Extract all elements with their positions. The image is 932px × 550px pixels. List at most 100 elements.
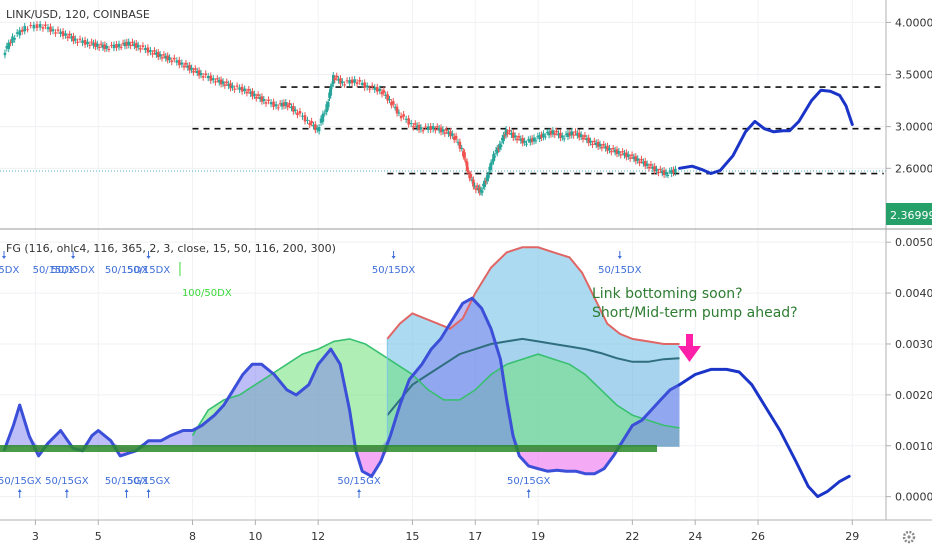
- candle-body: [527, 139, 530, 141]
- candle-body: [35, 24, 39, 29]
- candle-body: [600, 146, 604, 149]
- candle-body: [343, 84, 346, 86]
- candle-body: [404, 118, 408, 120]
- candle-body: [634, 156, 638, 162]
- candle-body: [221, 81, 225, 84]
- candle-body: [642, 161, 645, 164]
- candle-body: [585, 138, 589, 141]
- candle-body: [192, 70, 195, 73]
- candle-body: [229, 83, 232, 89]
- candle-body: [670, 170, 673, 174]
- signal-label-top: 50/15DX: [598, 265, 642, 276]
- candle-body: [454, 135, 458, 140]
- candle-body: [214, 81, 217, 83]
- candle-body: [298, 111, 302, 114]
- candle-body: [197, 70, 201, 76]
- candle-body: [88, 44, 92, 46]
- candle-body: [492, 154, 495, 162]
- candle-body: [51, 29, 55, 32]
- candle-body: [59, 31, 62, 34]
- candle-body: [41, 27, 45, 29]
- indicator-pane: /15DX50/15DX50/15DX50/15DX50/15DX50/15DX…: [0, 242, 851, 499]
- candle-body: [566, 132, 570, 137]
- candle-body: [284, 102, 288, 106]
- candle-body: [133, 43, 136, 47]
- time-axis[interactable]: 3 5 8 10 12 15 17 19 22 24 26 29: [0, 519, 932, 543]
- candle-body: [38, 23, 42, 28]
- candle-body: [326, 102, 330, 108]
- candle-body: [325, 104, 328, 113]
- candle-body: [407, 118, 410, 125]
- candle-body: [562, 138, 566, 140]
- candle-body: [112, 44, 116, 49]
- candle-body: [262, 99, 266, 102]
- candle-body: [54, 32, 57, 34]
- candle-body: [561, 135, 564, 138]
- candle-body: [121, 42, 125, 44]
- candle-body: [310, 121, 313, 124]
- candle-body: [375, 86, 379, 92]
- candle-body: [602, 144, 606, 146]
- candle-body: [240, 86, 244, 92]
- time-axis-label: 8: [189, 530, 196, 543]
- candle-body: [435, 126, 439, 128]
- candle-body: [540, 134, 543, 138]
- signal-label-top: 50/15DX: [105, 265, 149, 276]
- candle-body: [129, 44, 132, 46]
- candle-body: [190, 67, 193, 70]
- candle-body: [390, 102, 393, 106]
- candle-body: [256, 94, 260, 96]
- candle-body: [434, 129, 437, 131]
- candle-body: [510, 132, 513, 135]
- candle-body: [553, 133, 557, 135]
- candle-body: [613, 149, 617, 153]
- candle-body: [391, 101, 395, 105]
- candle-body: [659, 168, 662, 171]
- candle-body: [489, 162, 493, 170]
- candle-body: [90, 41, 93, 43]
- signal-label-bottom: 50/15GX: [45, 476, 89, 487]
- candle-body: [74, 38, 77, 41]
- candle-body: [604, 146, 607, 149]
- candle-body: [164, 56, 168, 59]
- candle-body: [581, 137, 585, 140]
- indicator-title: FG (116, ohlc4, 116, 365, 2, 3, close, 1…: [6, 242, 336, 255]
- candle-body: [657, 171, 660, 174]
- candle-body: [591, 143, 594, 145]
- candle-body: [638, 161, 641, 164]
- candle-body: [264, 102, 268, 104]
- candle-body: [9, 42, 12, 44]
- candle-body: [625, 152, 628, 158]
- candle-body: [593, 140, 596, 142]
- signal-label-top: 50/15DX: [127, 265, 171, 276]
- indicator-axis-label: 0.00000: [895, 491, 932, 504]
- candle-body: [251, 91, 254, 97]
- candle-body: [78, 38, 82, 40]
- candle-body: [70, 36, 73, 39]
- candle-body: [329, 86, 333, 96]
- candle-body: [463, 152, 466, 158]
- candle-body: [188, 65, 191, 71]
- candle-body: [504, 129, 508, 136]
- current-price-label: 2.36999: [886, 203, 932, 225]
- candle-body: [175, 60, 179, 63]
- candle-body: [321, 113, 325, 122]
- candle-body: [544, 136, 547, 138]
- candle-body: [475, 185, 479, 188]
- candle-body: [141, 45, 145, 47]
- candle-body: [280, 102, 284, 107]
- settings-gear-icon[interactable]: [902, 530, 916, 544]
- candle-body: [643, 161, 647, 167]
- price-axis-label: 4.00000: [895, 16, 932, 29]
- candle-body: [577, 132, 581, 138]
- candle-body: [81, 40, 84, 43]
- candle-body: [397, 112, 401, 114]
- candle-body: [474, 188, 478, 190]
- candle-body: [409, 122, 413, 125]
- time-axis-label: 15: [405, 530, 419, 543]
- candle-body: [92, 42, 95, 46]
- candle-body: [445, 129, 448, 131]
- candle-body: [131, 41, 134, 43]
- candle-body: [233, 88, 236, 90]
